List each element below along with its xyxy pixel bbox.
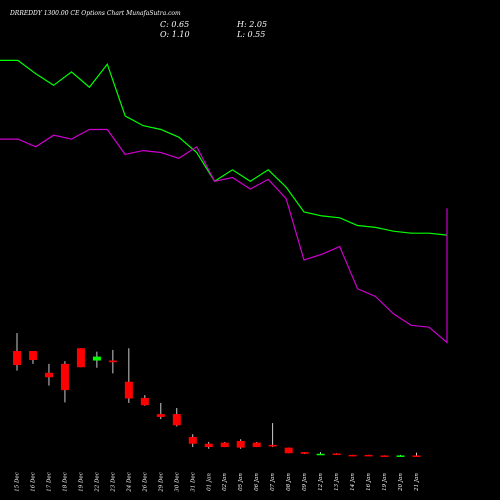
x-tick-label: 24 Dec [126, 472, 132, 493]
x-tick-label: 05 Jan [238, 473, 244, 491]
x-tick-label: 12 Jan [318, 473, 324, 491]
high-label: H: 2.05 [236, 20, 267, 29]
indicator-panel [0, 59, 448, 344]
x-tick-label: 18 Dec [62, 472, 68, 492]
candle-body [268, 444, 277, 447]
candle-body [396, 455, 405, 457]
x-tick-label: 21 Jan [414, 473, 420, 492]
candle-body [204, 443, 213, 448]
candle-body [236, 440, 245, 448]
indicator-line [0, 128, 448, 344]
candle-body [44, 372, 53, 378]
candle-body [300, 452, 309, 454]
low-label: L: 0.55 [236, 30, 265, 39]
candle-body [124, 381, 133, 399]
x-tick-label: 16 Jan [366, 473, 372, 491]
x-tick-label: 01 Jan [206, 473, 212, 491]
chart-title: DRREDDY 1300.00 CE Options Chart MunafaS… [9, 10, 181, 17]
x-tick-label: 19 Dec [78, 472, 84, 492]
candle-body [60, 363, 69, 391]
x-tick-label: 31 Dec [190, 472, 196, 492]
x-tick-label: 17 Dec [46, 472, 52, 492]
candle-body [380, 455, 389, 457]
x-tick-label: 29 Dec [158, 472, 164, 493]
x-tick-label: 19 Jan [382, 473, 388, 491]
x-tick-label: 02 Jan [222, 473, 228, 491]
x-tick-label: 22 Dec [94, 472, 100, 493]
x-tick-label: 23 Dec [110, 472, 116, 493]
x-tick-label: 09 Jan [302, 473, 308, 491]
candle-body [76, 348, 85, 368]
x-tick-label: 30 Dec [174, 472, 180, 492]
candlestick-panel [13, 333, 421, 457]
candle-body [108, 360, 117, 363]
candle-body [188, 437, 197, 444]
candle-body [252, 442, 261, 448]
x-tick-label: 26 Dec [142, 472, 148, 493]
candle-body [348, 454, 357, 457]
x-tick-label: 20 Jan [398, 473, 404, 492]
candle-body [172, 414, 181, 426]
candle-body [316, 453, 325, 456]
close-label: C: 0.65 [160, 20, 189, 29]
candle-body [28, 351, 37, 360]
candle-body [92, 356, 101, 361]
candle-body [284, 447, 293, 454]
x-axis: 15 Dec 16 Dec 17 Dec 18 Dec 19 Dec 22 Dec 23 D… [15, 472, 421, 493]
x-tick-label: 06 Jan [254, 473, 260, 491]
candle-body [220, 442, 229, 448]
candle-body [332, 453, 341, 455]
candle-body [13, 351, 21, 365]
x-tick-label: 15 Dec [15, 472, 21, 492]
open-label: O: 1.10 [160, 30, 190, 39]
candle-body [364, 454, 373, 457]
x-tick-label: 08 Jan [286, 473, 292, 491]
indicator-line [0, 59, 448, 236]
x-tick-label: 16 Dec [30, 472, 36, 492]
x-tick-label: 13 Jan [334, 473, 340, 491]
candle-body [412, 455, 421, 457]
candle-body [156, 414, 165, 417]
candle-body [140, 397, 149, 406]
x-tick-label: 07 Jan [270, 473, 276, 491]
x-tick-label: 14 Jan [350, 473, 356, 491]
